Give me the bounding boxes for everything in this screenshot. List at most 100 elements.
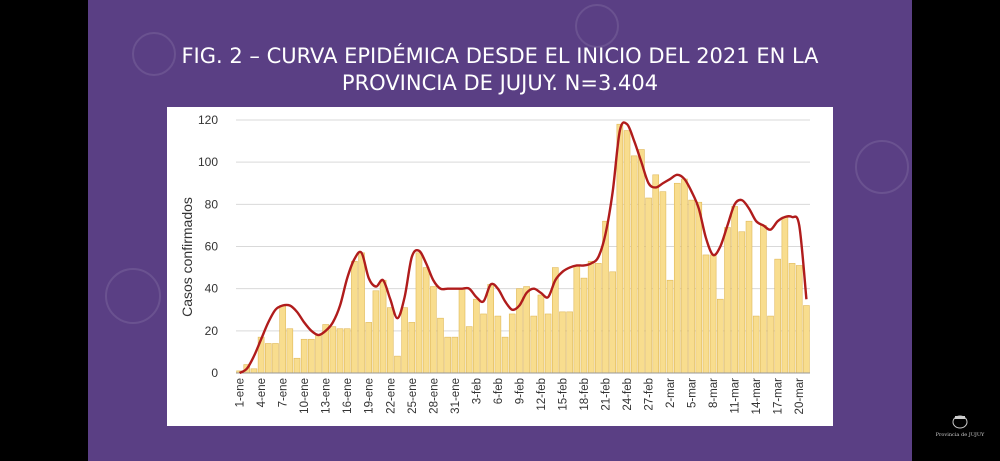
x-tick-label: 9-feb [514, 378, 526, 404]
bar [724, 227, 731, 374]
bar [444, 336, 451, 374]
bar [523, 286, 530, 374]
x-tick-label: 2-mar [665, 378, 677, 408]
bar [616, 123, 624, 374]
bar [774, 258, 781, 374]
x-tick-label: 12-feb [536, 378, 548, 411]
x-tick-label: 19-ene [364, 378, 376, 414]
bar [731, 206, 738, 374]
bar [501, 336, 509, 374]
page-title-line-1: FIG. 2 – CURVA EPIDÉMICA DESDE EL INICIO… [181, 44, 819, 68]
y-tick-label: 100 [198, 155, 218, 169]
bar [717, 298, 724, 374]
bar [537, 294, 545, 374]
bar [394, 355, 401, 374]
y-tick-label: 120 [198, 113, 218, 127]
bar [343, 328, 351, 374]
y-tick-label: 0 [211, 366, 218, 380]
bar [386, 307, 394, 374]
bar [688, 199, 695, 374]
bar [365, 322, 373, 374]
bar [573, 265, 581, 374]
bar [494, 315, 502, 374]
y-axis-title: Casos confirmados [179, 197, 195, 317]
bar [695, 201, 703, 374]
x-tick-label: 3-feb [471, 378, 483, 404]
x-tick-label: 7-ene [278, 378, 290, 407]
bar [329, 326, 337, 374]
bar [250, 368, 258, 374]
x-tick-label: 20-mar [794, 378, 806, 415]
virus-decoration-icon [132, 32, 176, 76]
y-tick-label: 60 [205, 240, 219, 254]
x-tick-label: 16-ene [342, 378, 354, 414]
bar [408, 322, 416, 374]
bar [673, 182, 681, 374]
x-tick-label: 5-mar [687, 378, 699, 408]
x-tick-label: 27-feb [644, 378, 656, 411]
bar [709, 254, 717, 374]
bar [630, 155, 638, 374]
x-tick-label: 17-mar [773, 378, 785, 415]
x-tick-label: 11-mar [730, 378, 742, 414]
bar [781, 216, 789, 374]
jujuy-logo [930, 410, 990, 450]
x-tick-label: 6-feb [493, 378, 505, 404]
bar [559, 311, 566, 374]
bar [566, 311, 573, 374]
x-tick-label: 13-ene [321, 378, 333, 414]
x-tick-label: 4-ene [256, 378, 268, 407]
bar [587, 260, 595, 374]
bar [272, 343, 279, 374]
bar [300, 338, 308, 374]
page-title-line-2: PROVINCIA DE JUJUY. N=3.404 [341, 71, 659, 95]
trend-line [238, 121, 808, 375]
bar [544, 313, 552, 374]
bar [487, 284, 495, 374]
bar [430, 286, 437, 374]
virus-decoration-icon [855, 140, 909, 194]
bar [286, 328, 294, 374]
x-tick-label: 8-mar [708, 378, 720, 408]
bar [580, 277, 588, 374]
bar [752, 315, 760, 374]
x-tick-label: 10-ene [299, 378, 311, 414]
bar [745, 220, 753, 374]
bar [315, 334, 322, 374]
bar [480, 313, 487, 374]
bar [473, 298, 480, 374]
bar [638, 149, 645, 374]
bar [437, 317, 444, 374]
bar [760, 225, 767, 374]
virus-decoration-icon [105, 268, 161, 324]
bar [415, 252, 423, 374]
y-tick-label: 20 [205, 324, 219, 338]
y-tick-label: 40 [205, 282, 219, 296]
x-tick-label: 21-feb [601, 378, 613, 411]
x-tick-label: 15-feb [557, 378, 569, 411]
bar [609, 271, 616, 374]
bar [595, 263, 602, 374]
bar [451, 336, 459, 374]
bar [508, 313, 516, 374]
bar [372, 290, 380, 374]
bar [788, 263, 796, 374]
bar [795, 265, 803, 374]
x-tick-label: 18-feb [579, 378, 591, 411]
bar [401, 307, 408, 374]
bar [652, 174, 660, 374]
x-tick-label: 25-ene [407, 378, 419, 414]
x-tick-label: 14-mar [751, 378, 763, 415]
bar [264, 343, 272, 374]
bar [681, 178, 688, 374]
bar [308, 338, 315, 374]
bar [351, 260, 358, 374]
bar [623, 130, 631, 374]
bar [659, 191, 667, 374]
y-tick-label: 80 [205, 197, 219, 211]
logo-text: Provincia de JUJUY [935, 432, 985, 438]
x-tick-label: 31-ene [450, 378, 462, 414]
bar [465, 326, 473, 374]
bar [379, 279, 387, 374]
